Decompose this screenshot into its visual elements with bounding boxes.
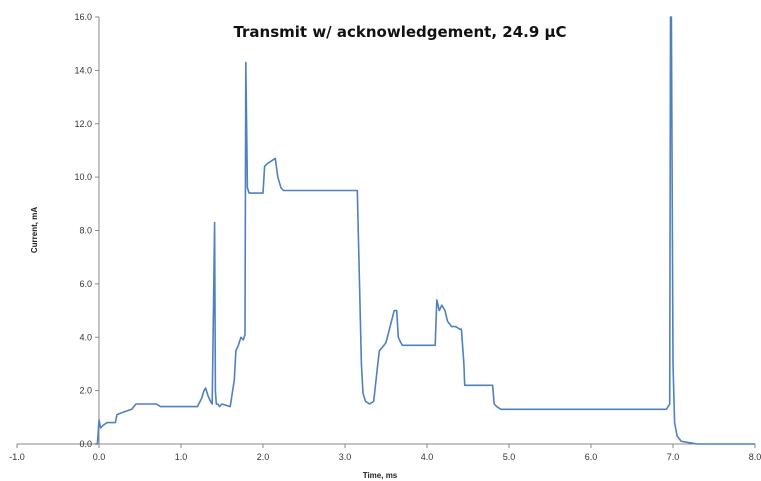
series-line — [94, 16, 755, 445]
y-tick-label: 16.0 — [74, 12, 92, 22]
y-tick-label: 4.0 — [79, 332, 92, 342]
y-tick-label: 12.0 — [74, 119, 92, 129]
x-tick-label: 2.0 — [257, 452, 270, 462]
y-tick-label: 8.0 — [79, 226, 92, 236]
x-tick-label: -1.0 — [9, 452, 25, 462]
y-tick-label: 2.0 — [79, 386, 92, 396]
y-tick-label: 0.0 — [79, 439, 92, 449]
chart-title: Transmit w/ acknowledgement, 24.9 μC — [233, 23, 566, 41]
x-axis-label: Time, ms — [363, 471, 398, 480]
x-tick-label: 6.0 — [585, 452, 598, 462]
y-axis-label: Current, mA — [30, 207, 39, 253]
y-tick-label: 10.0 — [74, 172, 92, 182]
x-tick-label: 3.0 — [339, 452, 352, 462]
x-tick-label: 5.0 — [503, 452, 516, 462]
x-tick-label: 4.0 — [421, 452, 434, 462]
x-tick-label: 1.0 — [175, 452, 188, 462]
x-tick-label: 8.0 — [749, 452, 761, 462]
y-tick-label: 14.0 — [74, 65, 92, 75]
x-tick-label: 0.0 — [93, 452, 106, 462]
y-tick-label: 6.0 — [79, 279, 92, 289]
x-tick-label: 7.0 — [667, 452, 680, 462]
